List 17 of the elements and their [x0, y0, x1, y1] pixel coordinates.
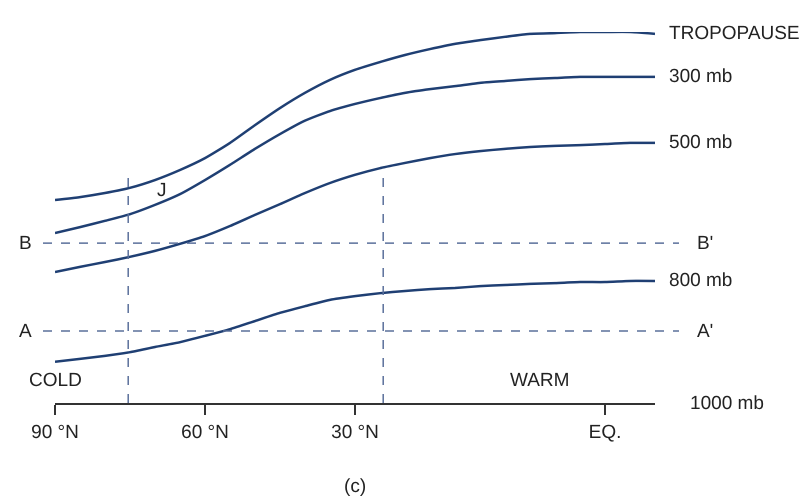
x-tick-label: 30 °N [331, 422, 379, 443]
annotation: J [157, 180, 166, 201]
x-tick-label: 60 °N [181, 422, 229, 443]
text: B' [697, 233, 714, 254]
series-label: 500 mb [669, 132, 732, 153]
series-label: 800 mb [669, 270, 732, 291]
text: A [19, 321, 32, 342]
annotation: COLD [29, 370, 82, 391]
text: (c) [344, 476, 366, 497]
text: A' [697, 321, 714, 342]
annotation: WARM [510, 370, 570, 391]
x-tick-label: 90 °N [31, 422, 79, 443]
series-label: TROPOPAUSE [669, 23, 800, 44]
text: B [19, 233, 32, 254]
text: 1000 mb [690, 393, 764, 414]
x-tick-label: EQ. [588, 422, 622, 443]
series-label: 300 mb [669, 66, 732, 87]
